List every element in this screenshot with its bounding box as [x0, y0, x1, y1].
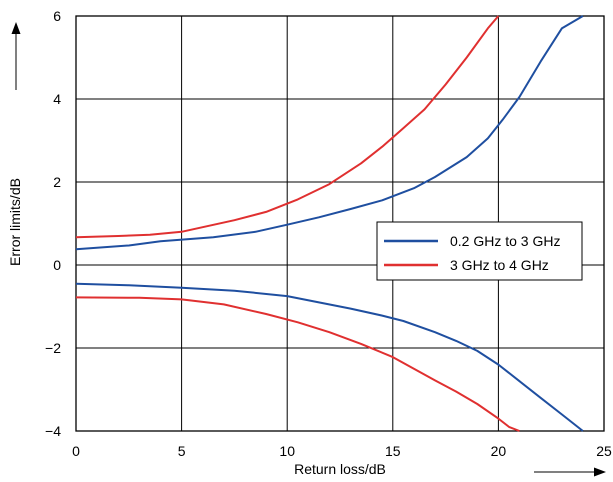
x-tick-label: 20	[491, 443, 507, 459]
legend-label-blue: 0.2 GHz to 3 GHz	[450, 233, 560, 249]
x-tick-label: 25	[596, 443, 612, 459]
x-axis-direction-arrow	[534, 467, 606, 477]
legend: 0.2 GHz to 3 GHz 3 GHz to 4 GHz	[376, 221, 583, 281]
series-lines	[75, 15, 584, 432]
x-tick-labels: 0 5 10 15 20 25	[72, 443, 612, 459]
legend-label-red: 3 GHz to 4 GHz	[450, 257, 549, 273]
series-line-red-upper	[75, 15, 500, 239]
x-tick-label: 15	[385, 443, 401, 459]
y-tick-label: 6	[53, 8, 61, 24]
x-axis-title: Return loss/dB	[294, 461, 386, 477]
y-axis-direction-arrow	[11, 22, 21, 90]
x-tick-label: 0	[72, 443, 80, 459]
y-tick-label: −4	[45, 423, 61, 439]
x-tick-label: 10	[279, 443, 295, 459]
y-tick-label: −2	[45, 340, 61, 356]
y-tick-label: 0	[53, 257, 61, 273]
series-line-blue-upper	[75, 15, 584, 251]
y-axis-title: Error limits/dB	[7, 178, 23, 266]
y-tick-labels: 6 4 2 0 −2 −4	[45, 8, 61, 439]
series-line-red-lower	[75, 296, 520, 432]
y-tick-label: 4	[53, 91, 61, 107]
x-tick-label: 5	[178, 443, 186, 459]
series-line-blue-lower	[75, 282, 584, 432]
y-tick-label: 2	[53, 174, 61, 190]
legend-box	[376, 221, 583, 281]
